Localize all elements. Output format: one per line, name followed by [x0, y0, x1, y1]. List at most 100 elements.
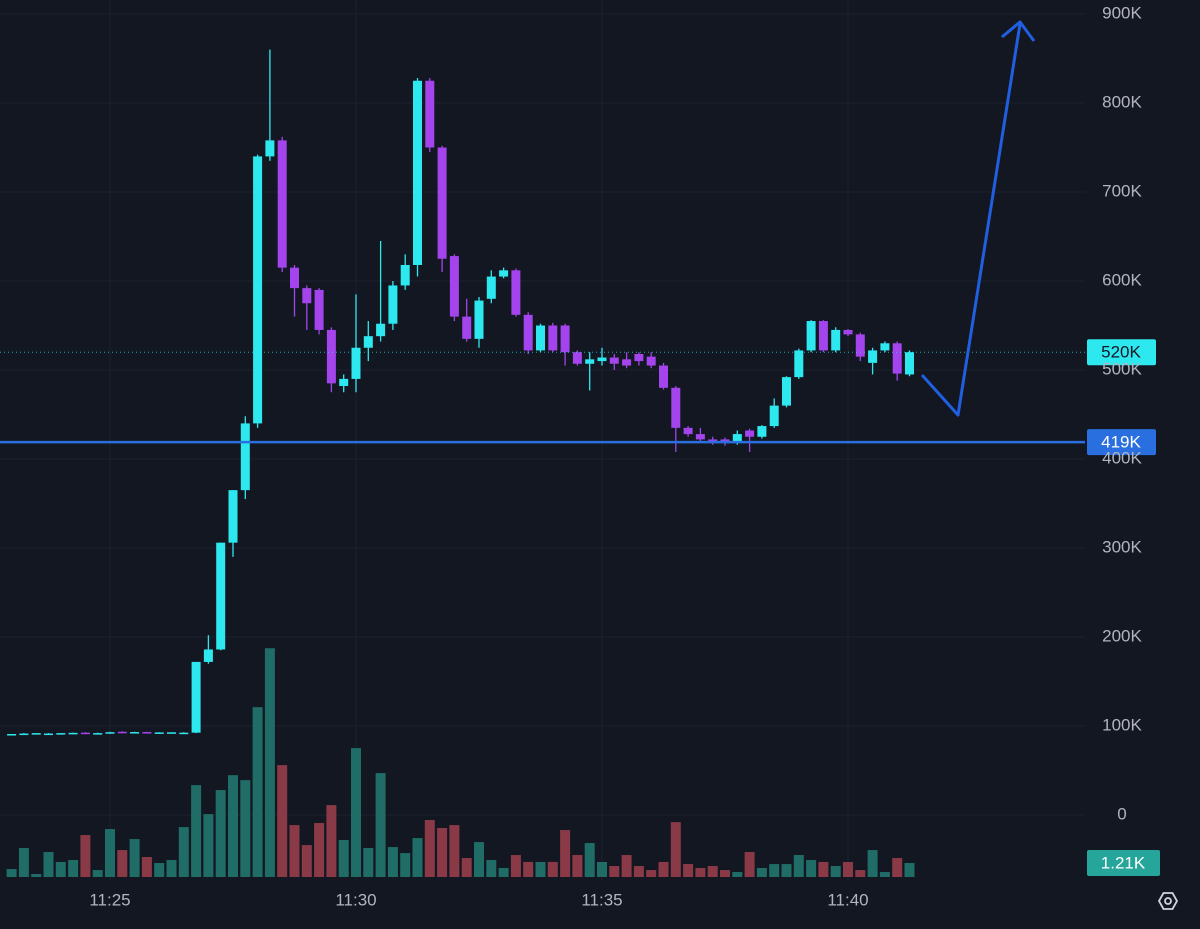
x-tick-label: 11:35: [581, 890, 622, 909]
candle-body: [609, 357, 619, 364]
volume-bar: [264, 648, 275, 877]
y-tick-label: 700K: [1102, 181, 1142, 200]
candle-body: [794, 350, 804, 378]
candle-body: [646, 356, 656, 366]
candle-body: [905, 352, 914, 375]
volume-bar: [818, 861, 829, 877]
candle-body: [868, 350, 878, 363]
volume-bar: [6, 869, 17, 877]
volume-bar: [314, 823, 325, 877]
candle-body: [19, 733, 29, 736]
volume-bar: [289, 825, 300, 877]
volume-bar: [572, 855, 583, 877]
volume-bar: [535, 861, 546, 877]
volume-bar: [855, 870, 866, 877]
candle-body: [31, 733, 41, 735]
candle-body: [277, 140, 287, 268]
volume-bar: [461, 858, 472, 877]
candle-body: [782, 377, 791, 406]
volume-bar: [191, 785, 202, 877]
volume-bar: [166, 860, 177, 877]
candle-body: [474, 300, 484, 339]
volume-bar: [424, 820, 435, 877]
candle-body: [572, 352, 582, 364]
candle-body: [671, 387, 681, 428]
volume-bar: [646, 870, 657, 877]
candle-body: [413, 80, 422, 265]
volume-bar: [879, 872, 890, 877]
candle-body: [449, 256, 459, 317]
candle-body: [855, 334, 865, 357]
y-tick-label: 200K: [1102, 626, 1142, 645]
axes: 900K 800K 700K 600K 500K 400K 300K 200K 100K 0 11:…: [89, 3, 1142, 909]
candle-body: [216, 542, 226, 650]
volume-bar: [560, 830, 571, 877]
candle-body: [339, 378, 349, 387]
candle-body: [462, 316, 472, 339]
candle-body: [536, 325, 545, 351]
volume-bar: [584, 843, 595, 877]
candle-body: [117, 731, 127, 734]
candle-body: [683, 427, 693, 435]
candle-body: [363, 336, 373, 348]
volume-bar: [904, 863, 915, 877]
volume-bar: [793, 855, 804, 877]
candle-body: [486, 276, 496, 299]
arrow-head: [1001, 20, 1036, 42]
candle-body: [769, 405, 779, 427]
settings-icon[interactable]: [1157, 892, 1179, 910]
candle-body: [326, 329, 336, 384]
support-badge: [1087, 429, 1156, 456]
volume-bar: [744, 852, 755, 877]
volume-bar: [301, 845, 312, 877]
volume-bar: [92, 870, 103, 877]
y-tick-label: 300K: [1102, 537, 1142, 556]
candle-body: [253, 156, 263, 424]
candle-body: [388, 285, 398, 324]
volume-bar: [806, 860, 817, 877]
settings-icon-center[interactable]: [1164, 897, 1172, 905]
settings-button[interactable]: [1157, 892, 1179, 910]
volume-bar: [43, 852, 54, 877]
volume-pane: [6, 648, 915, 877]
volume-bar: [769, 864, 780, 877]
volume-bar: [338, 840, 349, 877]
volume-bar: [375, 773, 386, 877]
candle-body: [351, 347, 361, 379]
candle-body: [597, 357, 607, 362]
volume-bar: [228, 775, 238, 877]
candle-body: [831, 329, 841, 351]
volume-bar: [781, 864, 792, 877]
volume-bar: [449, 825, 460, 877]
candle-body: [437, 147, 447, 259]
candle-body: [622, 359, 632, 366]
volume-bar: [55, 861, 66, 877]
candle-body: [806, 321, 816, 351]
y-tick-label: 0: [1117, 804, 1126, 823]
candle-body: [80, 732, 90, 735]
volume-bar: [670, 822, 681, 877]
volume-bar: [117, 850, 128, 877]
volume-bar: [843, 861, 853, 877]
candle-body: [56, 733, 66, 735]
volume-bar: [486, 860, 497, 877]
candle-body: [400, 264, 410, 286]
candle-body: [7, 734, 17, 736]
x-tick-label: 11:30: [335, 890, 376, 909]
volume-bar: [31, 873, 42, 877]
y-tick-label: 500K: [1102, 359, 1142, 378]
volume-bar: [633, 866, 644, 877]
volume-bar: [277, 765, 288, 877]
candle-body: [499, 270, 509, 277]
candle-body: [425, 80, 435, 148]
drawing-arrow: [920, 23, 1022, 417]
volume-bar: [141, 857, 152, 877]
volume-bar: [720, 870, 730, 877]
candle-body: [130, 732, 140, 734]
volume-bar: [80, 835, 91, 877]
candle-body: [523, 314, 533, 351]
volume-bar: [658, 861, 669, 877]
